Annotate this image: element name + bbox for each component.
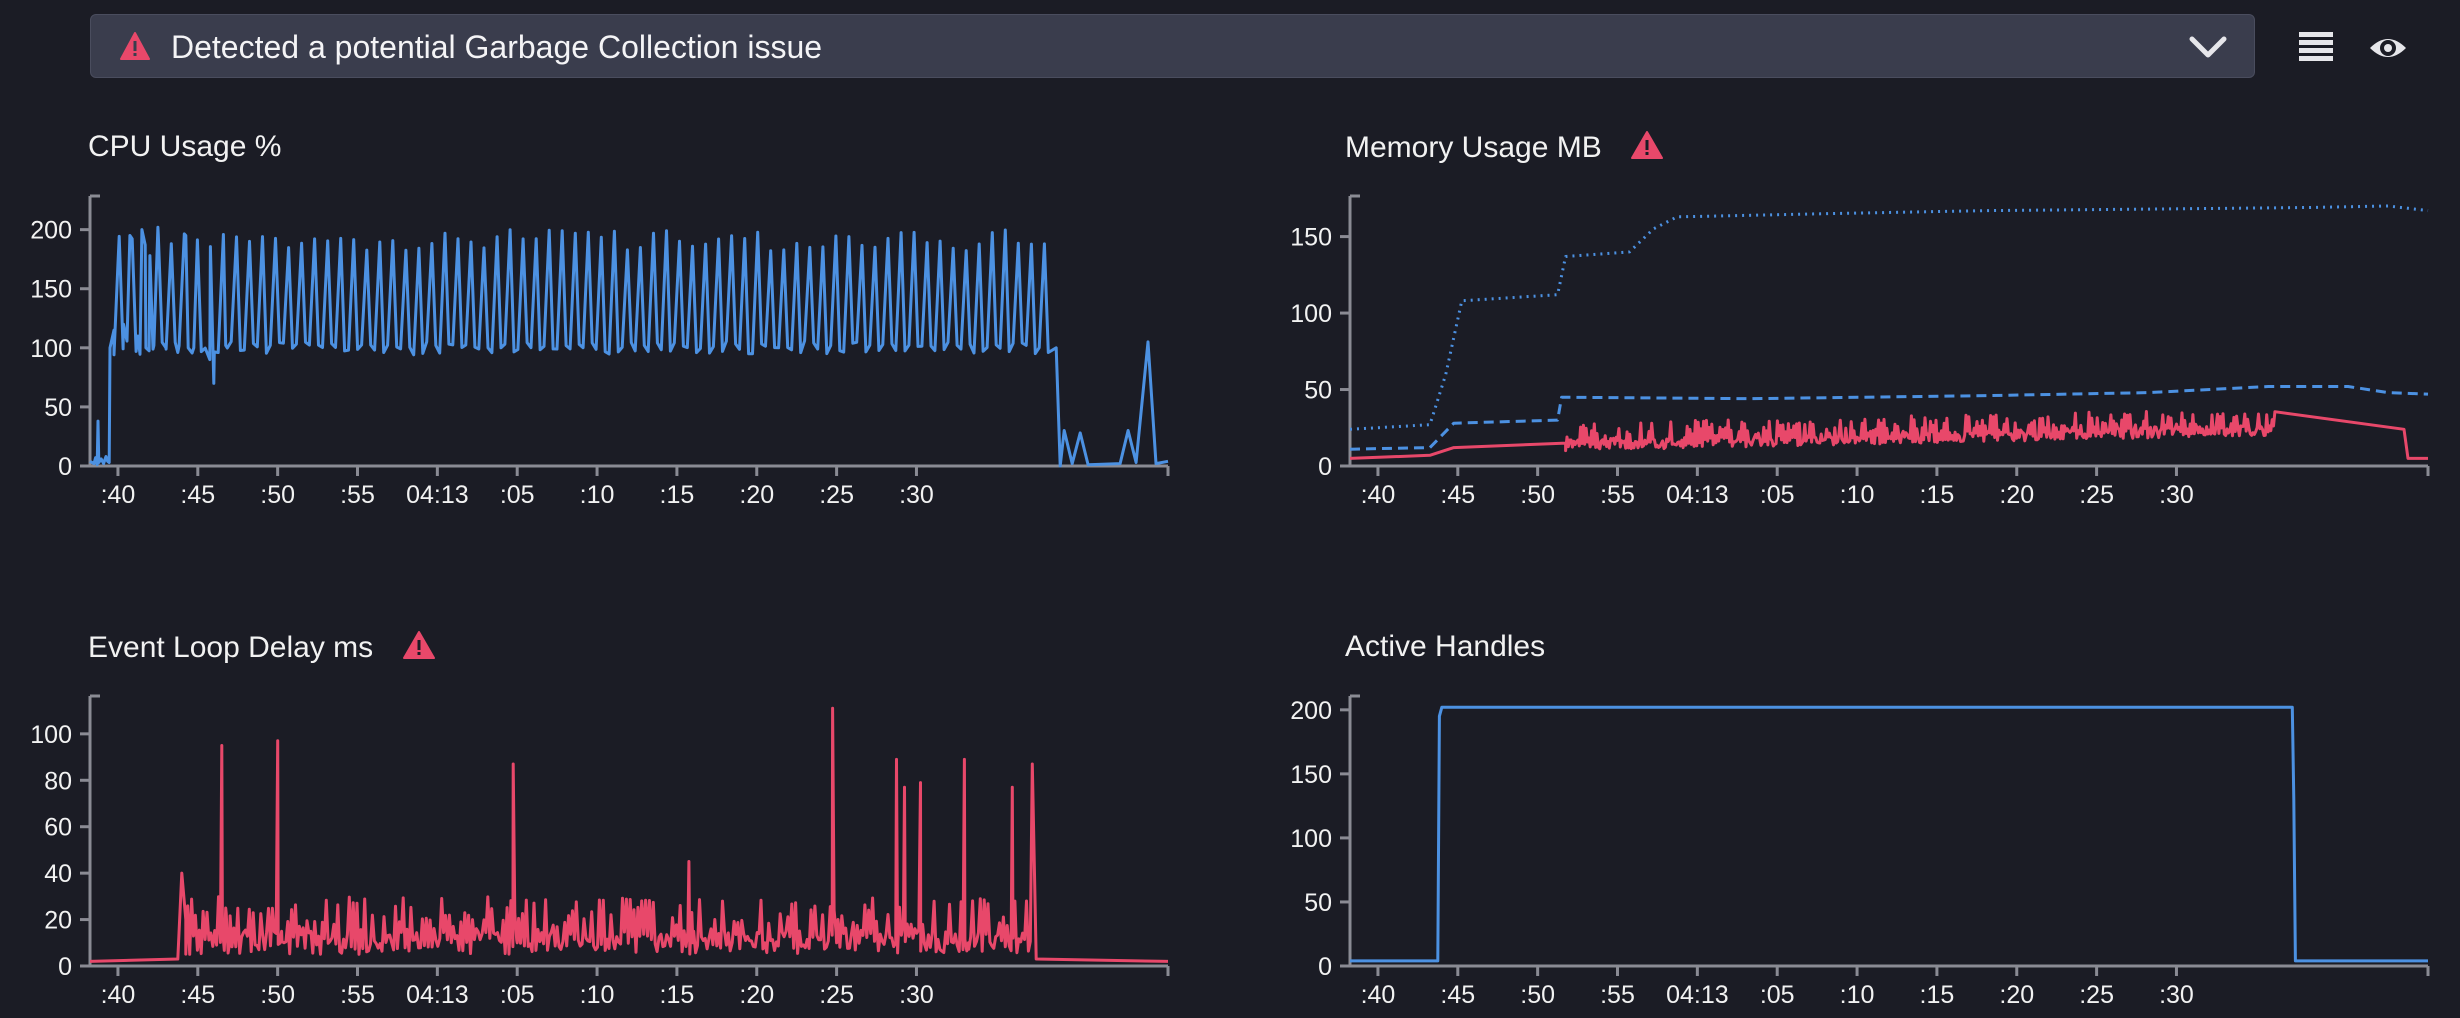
y-tick-label: 50	[1304, 377, 1332, 405]
x-tick-label: :45	[180, 981, 215, 1009]
x-tick-label: 04:13	[1666, 481, 1729, 509]
x-tick-label: 04:13	[406, 981, 469, 1009]
x-tick-label: :45	[180, 481, 215, 509]
handles-title-text: Active Handles	[1345, 630, 1546, 663]
event-loop-delay-chart: 0 20 40 60 80 100 :40 :45 :50 :55 04:13 :05 :10 :15 :2…	[30, 694, 1170, 1009]
y-tick-label: 200	[30, 217, 72, 245]
x-tick-label: :10	[1840, 981, 1875, 1009]
series-line	[1350, 705, 2428, 963]
list-icon[interactable]	[2296, 28, 2336, 68]
y-tick-label: 0	[58, 953, 72, 981]
x-tick-label: :05	[1760, 981, 1795, 1009]
x-tick-label: :05	[500, 481, 535, 509]
handles-chart-title: Active Handles	[1345, 630, 1545, 664]
cpu-chart-title: CPU Usage %	[88, 130, 281, 164]
x-tick-label: :25	[819, 481, 854, 509]
x-tick-label: :20	[1999, 481, 2034, 509]
x-tick-label: :05	[500, 981, 535, 1009]
x-tick-label: :10	[580, 981, 615, 1009]
series-line	[1349, 385, 2429, 451]
warning-triangle-icon[interactable]	[1630, 130, 1664, 160]
series-line	[89, 225, 1169, 468]
y-tick-label: 50	[44, 394, 72, 422]
y-tick-label: 150	[1290, 224, 1332, 252]
x-tick-label: :50	[260, 981, 295, 1009]
x-tick-label: :50	[1520, 981, 1555, 1009]
y-tick-label: 0	[58, 453, 72, 481]
memory-title-text: Memory Usage MB	[1345, 131, 1602, 164]
x-tick-label: :55	[340, 981, 375, 1009]
y-tick-label: 0	[1318, 953, 1332, 981]
x-tick-label: :40	[1361, 981, 1396, 1009]
alert-message: Detected a potential Garbage Collection …	[171, 29, 823, 65]
cpu-usage-chart: 0 50 100 150 200 :40 :45 :50 :55 04:13 :05 :10 :15 :2…	[30, 194, 1170, 509]
y-tick-label: 100	[1290, 300, 1332, 328]
warning-triangle-icon	[120, 32, 150, 60]
x-tick-label: :15	[1920, 981, 1955, 1009]
x-tick-label: :50	[1520, 481, 1555, 509]
x-tick-label: :55	[1600, 981, 1635, 1009]
y-tick-label: 50	[1304, 889, 1332, 917]
x-tick-label: :45	[1440, 981, 1475, 1009]
x-tick-label: :20	[739, 981, 774, 1009]
x-tick-label: :40	[101, 481, 136, 509]
x-tick-label: :30	[2159, 981, 2194, 1009]
x-tick-label: :45	[1440, 481, 1475, 509]
x-tick-label: :25	[2079, 481, 2114, 509]
y-tick-label: 150	[1290, 761, 1332, 789]
x-tick-label: 04:13	[1666, 981, 1729, 1009]
eye-icon[interactable]	[2368, 28, 2408, 68]
x-tick-label: :10	[1840, 481, 1875, 509]
cpu-title-text: CPU Usage %	[88, 130, 282, 163]
y-tick-label: 150	[30, 276, 72, 304]
x-tick-label: :05	[1760, 481, 1795, 509]
x-tick-label: :50	[260, 481, 295, 509]
event-loop-title-text: Event Loop Delay ms	[88, 631, 374, 664]
x-tick-label: :30	[899, 481, 934, 509]
x-tick-label: :10	[580, 481, 615, 509]
gc-alert-banner[interactable]: Detected a potential Garbage Collection …	[90, 14, 2255, 78]
x-tick-label: :15	[660, 481, 695, 509]
y-tick-label: 80	[44, 767, 72, 795]
x-tick-label: :40	[1361, 481, 1396, 509]
x-tick-label: :55	[340, 481, 375, 509]
y-tick-label: 200	[1290, 697, 1332, 725]
memory-usage-chart: 0 50 100 150 :40 :45 :50 :55 04:13 :05 :10 :15 :20 :2…	[1290, 194, 2430, 509]
x-tick-label: :30	[2159, 481, 2194, 509]
x-tick-label: :40	[101, 981, 136, 1009]
x-tick-label: 04:13	[406, 481, 469, 509]
series-line	[1349, 204, 2429, 431]
x-tick-label: :30	[899, 981, 934, 1009]
x-tick-label: :25	[819, 981, 854, 1009]
x-tick-label: :15	[1920, 481, 1955, 509]
series-line	[89, 706, 1169, 963]
x-tick-label: :15	[660, 981, 695, 1009]
x-tick-label: :20	[739, 481, 774, 509]
warning-triangle-icon[interactable]	[402, 630, 436, 660]
x-tick-label: :20	[1999, 981, 2034, 1009]
y-tick-label: 100	[1290, 825, 1332, 853]
active-handles-chart: 0 50 100 150 200 :40 :45 :50 :55 04:13 :05 :10 :15 :2…	[1290, 694, 2430, 1009]
chevron-down-icon[interactable]	[2188, 31, 2228, 63]
y-tick-label: 0	[1318, 453, 1332, 481]
y-tick-label: 100	[30, 335, 72, 363]
x-tick-label: :55	[1600, 481, 1635, 509]
y-tick-label: 20	[44, 907, 72, 935]
y-tick-label: 40	[44, 860, 72, 888]
y-tick-label: 100	[30, 721, 72, 749]
event-loop-chart-title: Event Loop Delay ms	[88, 630, 436, 665]
x-tick-label: :25	[2079, 981, 2114, 1009]
series-line	[1349, 410, 2428, 460]
y-tick-label: 60	[44, 814, 72, 842]
memory-chart-title: Memory Usage MB	[1345, 130, 1664, 165]
